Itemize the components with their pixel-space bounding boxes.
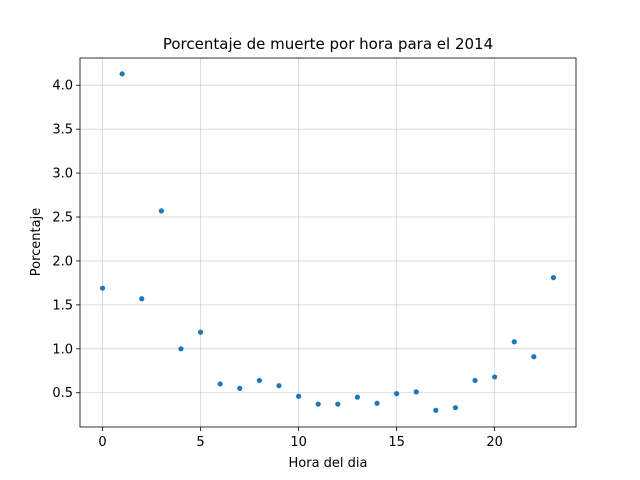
y-tick-label: 2.5 [52, 211, 73, 226]
data-point [413, 389, 419, 395]
data-point [119, 71, 125, 77]
data-point [433, 407, 439, 413]
grid [80, 58, 576, 427]
data-point [354, 394, 361, 400]
data-point [472, 377, 478, 384]
data-point [256, 377, 262, 384]
x-axis-label: Hora del dia [289, 456, 368, 471]
y-tick-label: 3.0 [52, 167, 73, 182]
data-point [139, 296, 145, 302]
y-tick-label: 1.0 [52, 342, 73, 357]
y-tick-label: 0.5 [52, 386, 73, 401]
x-tick-label: 20 [486, 435, 503, 450]
data-point [452, 405, 459, 411]
data-point [99, 285, 106, 291]
y-axis-label: Porcentaje [29, 208, 44, 276]
y-tick-label: 4.0 [52, 79, 73, 94]
x-tick-label: 10 [290, 435, 307, 450]
data-point [178, 346, 184, 352]
data-point [295, 393, 302, 399]
data-point [394, 391, 400, 397]
data-point [374, 400, 380, 406]
y-tick-label: 1.5 [52, 298, 73, 313]
x-tick-label: 15 [388, 435, 405, 450]
data-point [276, 383, 282, 389]
data-point [335, 401, 341, 407]
x-tick-label: 5 [196, 435, 204, 450]
chart-title: Porcentaje de muerte por hora para el 20… [163, 35, 493, 53]
data-point [315, 401, 321, 407]
data-point [511, 339, 517, 345]
axis-ticks: 0 5 10 15 20 0.5 1.0 1.5 2.0 2.5 3.0 3.5 4.0 [52, 79, 503, 450]
data-point [550, 275, 557, 281]
data-point [217, 381, 223, 387]
data-points [99, 71, 557, 413]
data-point [531, 354, 537, 360]
plot-frame [79, 57, 577, 428]
y-tick-label: 2.0 [52, 254, 73, 269]
x-tick-label: 0 [98, 435, 106, 450]
y-tick-label: 3.5 [52, 123, 73, 138]
data-point [158, 208, 164, 214]
data-point [492, 374, 498, 380]
data-point [237, 385, 243, 391]
data-point [197, 329, 204, 335]
